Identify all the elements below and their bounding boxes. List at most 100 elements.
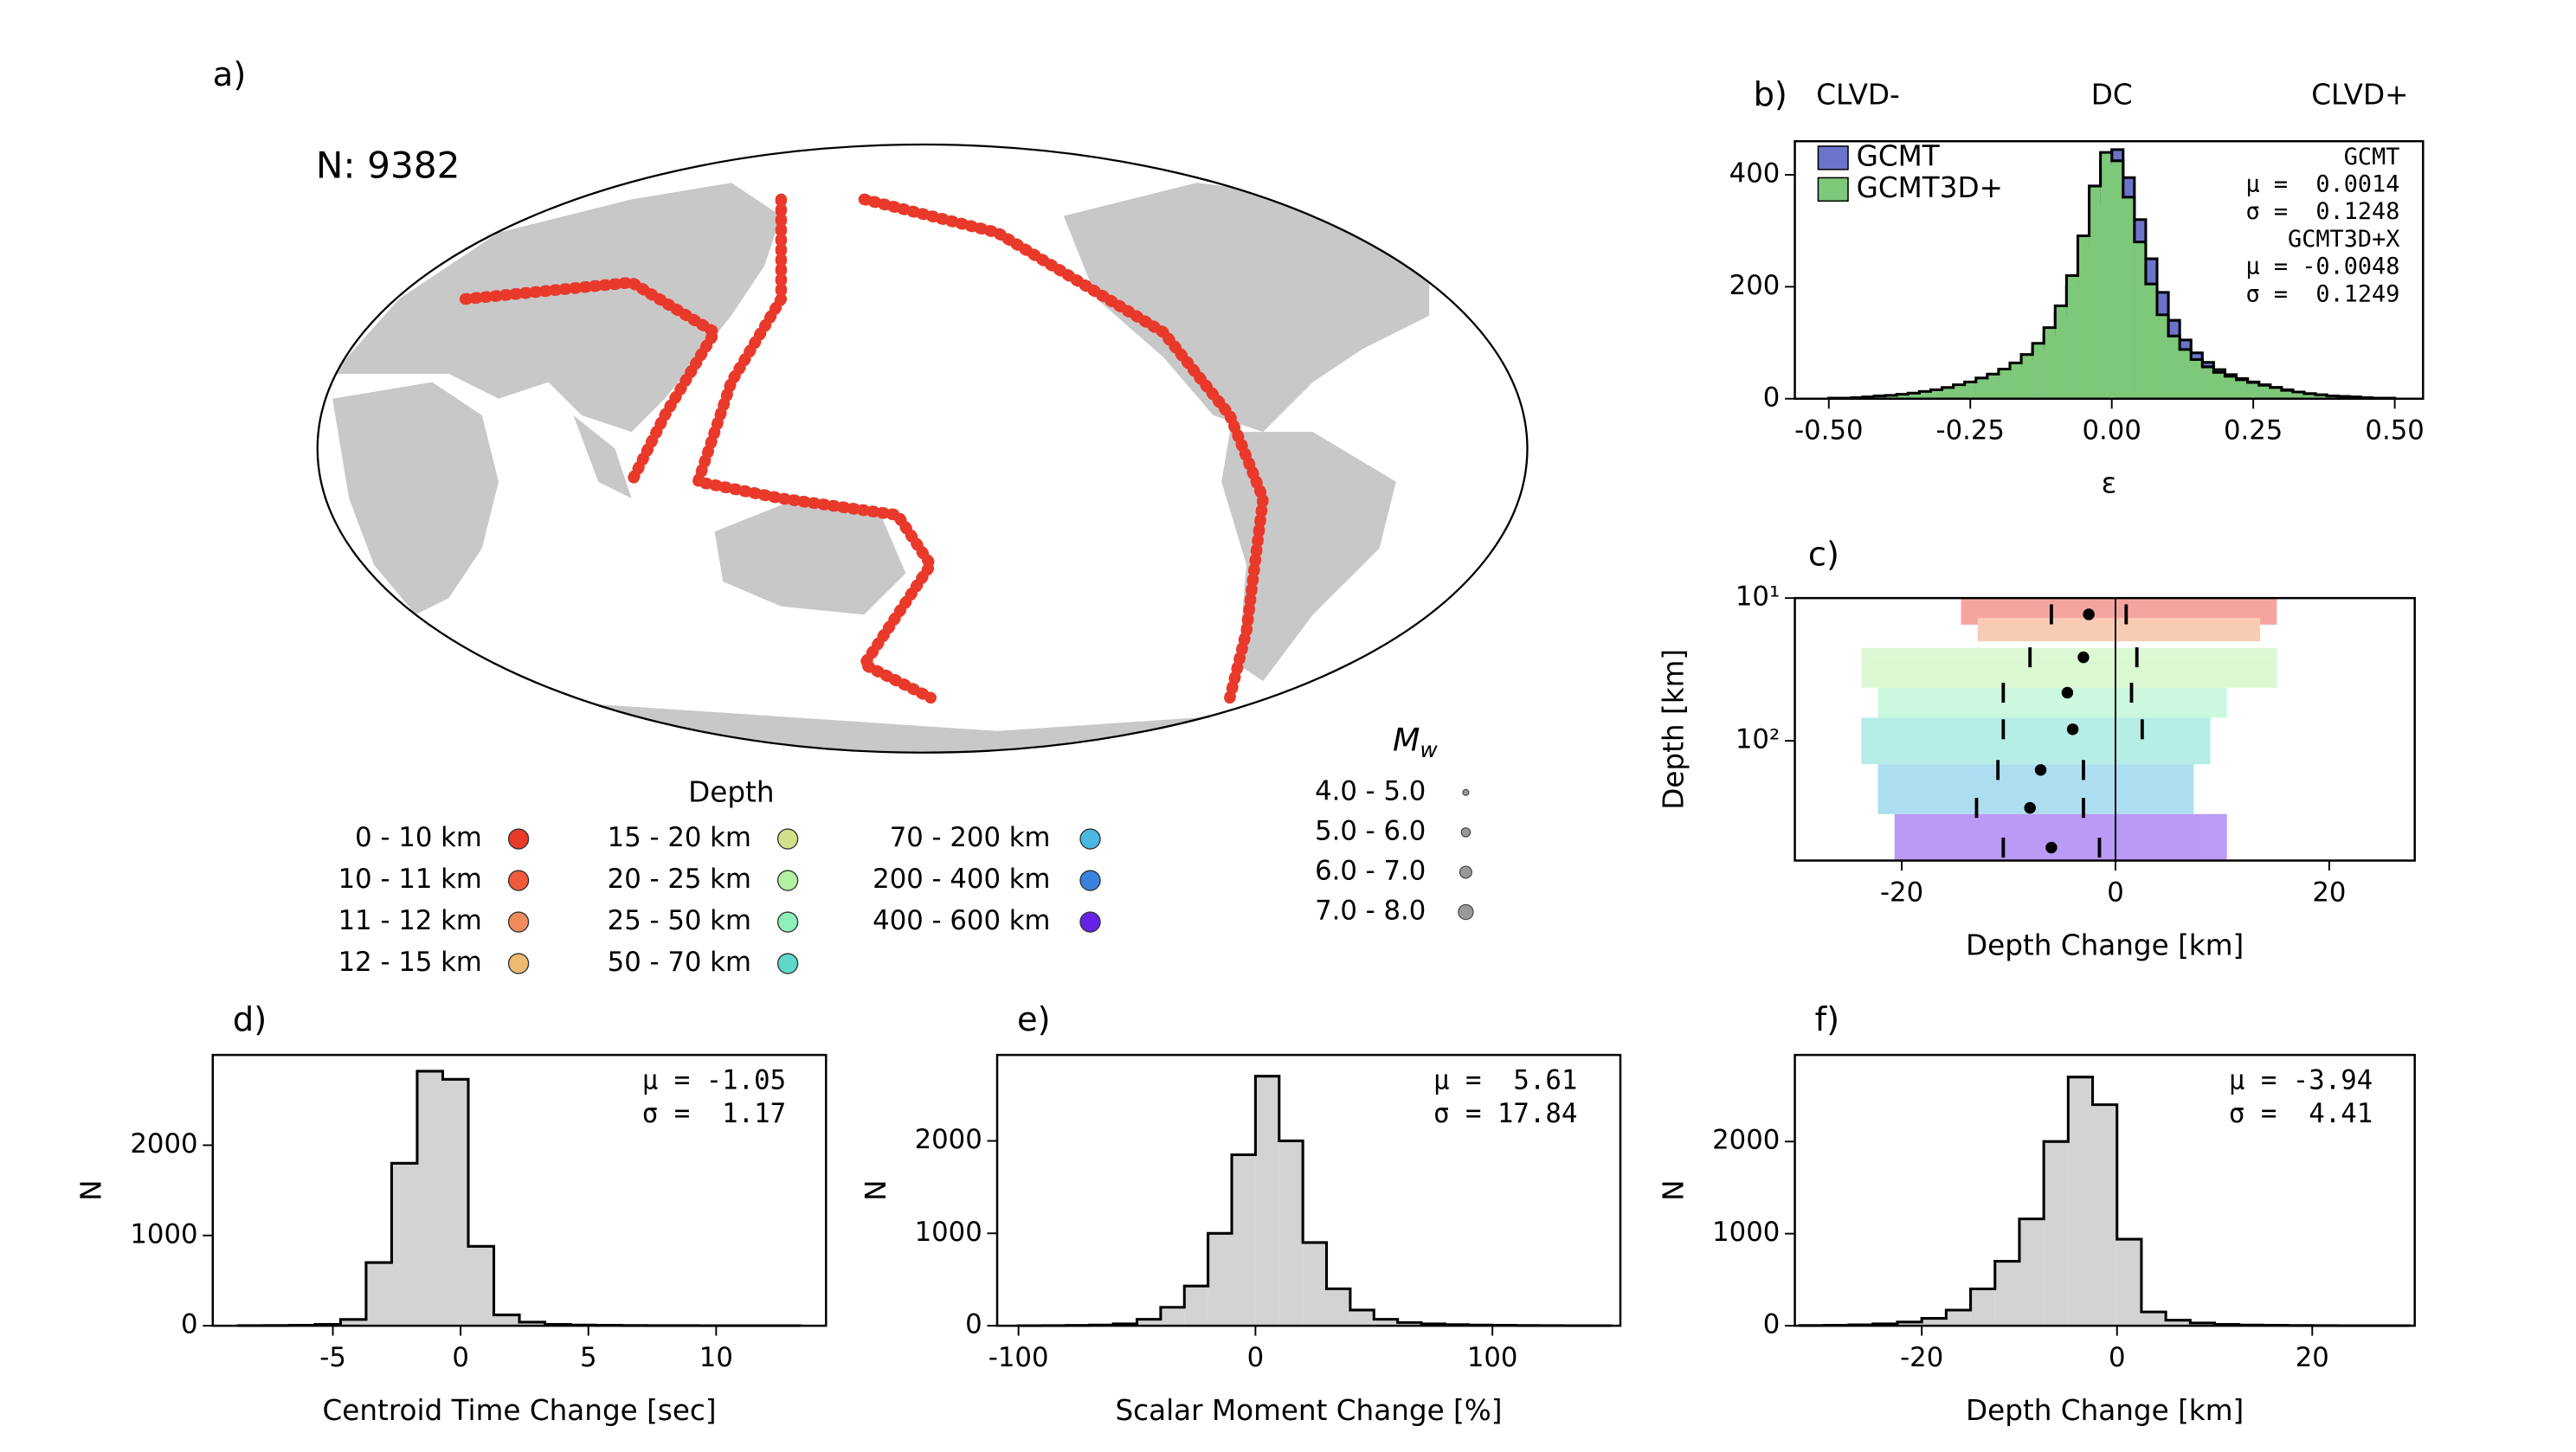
- x-tick-label: -0.50: [1794, 415, 1863, 447]
- y-tick-label: 10²: [1736, 724, 1780, 755]
- stats-text: σ = 17.84: [1433, 1098, 1577, 1129]
- y-axis-label: Depth [km]: [1657, 649, 1690, 810]
- x-axis-label: Centroid Time Change [sec]: [323, 1394, 717, 1427]
- y-tick-label: 1000: [915, 1217, 982, 1248]
- hist-bar: [1278, 1140, 1304, 1327]
- hist-bar: [365, 1262, 392, 1327]
- legend-label: 0 - 10 km: [355, 822, 482, 853]
- hist-bar: [2010, 363, 2022, 399]
- x-tick-label: -5: [319, 1342, 346, 1373]
- hist-bar: [1160, 1307, 1185, 1327]
- hist-bar: [2327, 395, 2339, 399]
- hist-bar: [1303, 1242, 1327, 1327]
- x-tick-label: 10: [699, 1342, 733, 1373]
- hist-bar: [2044, 327, 2056, 399]
- y-tick-label: 1000: [1712, 1217, 1780, 1248]
- hist-bar: [1998, 369, 2011, 399]
- hist-bar: [2145, 284, 2158, 399]
- legend-label: 200 - 400 km: [873, 864, 1050, 895]
- size-legend-marker: [1462, 788, 1470, 796]
- legend-marker: [776, 911, 799, 933]
- hist-bar: [2021, 354, 2033, 399]
- x-tick-label: 0: [2109, 1342, 2126, 1373]
- hist-bar: [2066, 275, 2078, 399]
- hist-bar: [1946, 1309, 1971, 1327]
- map-annotation: N: 9382: [316, 144, 460, 186]
- hist-bar: [2236, 379, 2248, 399]
- hist-bar: [416, 1070, 443, 1327]
- top-label: CLVD+: [2311, 78, 2408, 111]
- y-axis-label: N: [860, 1179, 892, 1200]
- x-tick-label: -20: [1880, 877, 1923, 908]
- hist-bar: [1326, 1288, 1350, 1327]
- x-axis-label: Depth Change [km]: [1966, 928, 2244, 961]
- hist-bar: [2191, 359, 2203, 399]
- size-legend-label: 7.0 - 8.0: [1315, 896, 1426, 927]
- legend-marker: [776, 953, 799, 974]
- hist-bar: [1994, 1261, 2019, 1327]
- hist-bar: [1374, 1319, 1398, 1327]
- hist-bar: [1953, 384, 1965, 399]
- x-tick-label: 0.25: [2224, 415, 2283, 447]
- stats-text: μ = -3.94: [2229, 1064, 2373, 1095]
- panel-label: c): [1808, 536, 1839, 575]
- x-tick-label: -20: [1900, 1342, 1943, 1373]
- x-tick-label: -0.25: [1936, 415, 2005, 447]
- x-tick-label: 20: [2312, 877, 2346, 908]
- size-legend-marker: [1460, 827, 1472, 838]
- x-tick-label: 0.50: [2365, 415, 2424, 447]
- y-axis-label: N: [75, 1179, 108, 1200]
- hist-bar: [2111, 160, 2123, 399]
- hist-bar: [2180, 349, 2192, 399]
- hist-bar: [2292, 392, 2304, 399]
- panel-label: b): [1754, 75, 1787, 114]
- mean-point: [2061, 686, 2074, 699]
- stats-text: σ = 0.1249: [2246, 280, 2400, 307]
- x-tick-label: -100: [989, 1342, 1049, 1373]
- hist-bar: [2315, 395, 2328, 399]
- hist-bar: [2258, 385, 2270, 399]
- hist-bar: [2116, 1239, 2141, 1327]
- hist-bar: [391, 1163, 417, 1327]
- stats-text: μ = 0.0014: [2246, 171, 2400, 198]
- hist-bar: [2213, 372, 2225, 399]
- hist-outline: [1827, 151, 2397, 400]
- y-tick-label: 1000: [130, 1218, 197, 1250]
- panel-label: e): [1017, 1000, 1051, 1039]
- panel-label: f): [1815, 1000, 1839, 1039]
- hist-bar: [1349, 1309, 1375, 1327]
- size-legend-title: Mw: [1393, 721, 1438, 762]
- hist-bar: [2019, 1218, 2045, 1327]
- axes-frame: [1794, 139, 2425, 401]
- x-tick-label: 0: [1247, 1342, 1265, 1373]
- stats-text: μ = -1.05: [642, 1064, 786, 1095]
- y-tick-label: 200: [1729, 270, 1781, 301]
- legend-marker: [1079, 911, 1101, 933]
- hist-bar: [1885, 395, 1897, 399]
- hist-bar: [2303, 393, 2316, 399]
- hist-bar: [2092, 1104, 2117, 1327]
- x-axis-label: Depth Change [km]: [1966, 1394, 2244, 1427]
- hist-bar: [1874, 395, 1886, 399]
- legend-marker: [507, 828, 530, 850]
- y-tick-label: 2000: [130, 1128, 197, 1160]
- hist-bar: [2157, 314, 2169, 399]
- hist-bar: [2202, 366, 2214, 399]
- mean-point: [2083, 608, 2095, 620]
- hist-bar: [2134, 241, 2146, 399]
- x-tick-label: 0: [452, 1342, 469, 1373]
- size-legend-marker: [1458, 903, 1474, 921]
- hist-bar: [1975, 377, 1987, 399]
- size-legend-label: 4.0 - 5.0: [1315, 775, 1426, 806]
- mean-point: [2045, 841, 2058, 854]
- hist-bar: [442, 1079, 469, 1327]
- legend-label: 50 - 70 km: [608, 947, 751, 978]
- mean-point: [2077, 651, 2090, 664]
- legend-label: 400 - 600 km: [873, 905, 1050, 936]
- hist-bar: [1970, 1288, 1995, 1327]
- hist-bar: [2068, 1076, 2093, 1327]
- hist-bar: [1987, 374, 1999, 399]
- map-frame: [316, 143, 1529, 754]
